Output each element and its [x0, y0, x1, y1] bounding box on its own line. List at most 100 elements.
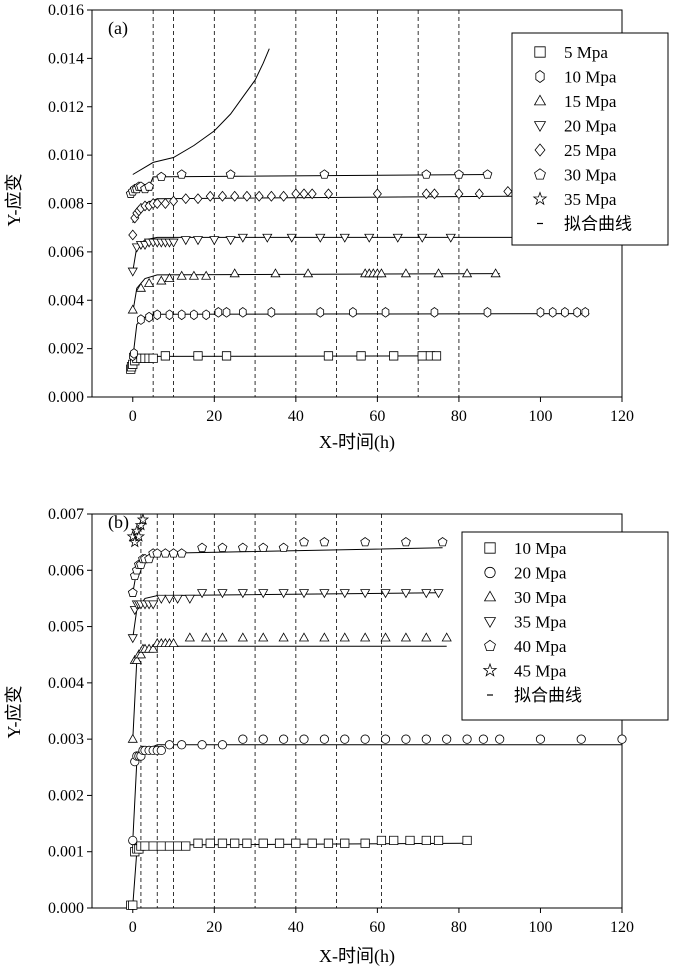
- panel-b-series-20-mpa-point: [380, 734, 391, 744]
- panel-a-series-20-mpa-point: [225, 236, 236, 246]
- panel-b-series-40-mpa-point: [401, 537, 411, 547]
- panel-a-series-15-mpa-point: [201, 270, 212, 280]
- panel-b-series-35-mpa-point: [433, 589, 444, 599]
- panel-a-series-10-mpa-point: [130, 348, 138, 359]
- panel-b-series-40-mpa-point: [237, 542, 248, 552]
- panel-b-series-20-mpa-point: [576, 734, 586, 744]
- panel-b-y-tick-label: 0.002: [48, 787, 84, 804]
- panel-b-series-10-mpa-point: [164, 841, 175, 851]
- panel-a-series-10-mpa-point: [202, 309, 210, 321]
- panel-b-series-35-mpa-point: [196, 589, 208, 599]
- panel-a-series-25-mpa-point: [193, 193, 203, 205]
- panel-b-series-30-mpa-point: [298, 632, 310, 642]
- panel-b-series-20-mpa-point: [535, 734, 546, 744]
- panel-a-series-10-mpa-point: [137, 314, 145, 325]
- panel-b-series-35-mpa-point: [278, 589, 289, 599]
- panel-a-series-10-mpa-point: [548, 307, 557, 318]
- panel-a-series-30-mpa-point: [454, 169, 464, 179]
- panel-a-series-25-mpa-point: [205, 190, 215, 202]
- panel-a-legend-label: 35 Mpa: [564, 190, 617, 209]
- panel-b-series-20-mpa-point: [177, 740, 187, 750]
- panel-b-series-20-mpa-point: [197, 740, 207, 750]
- panel-b-series-10-mpa-point: [291, 838, 301, 848]
- panel-b-series-30-mpa-point: [400, 632, 412, 642]
- panel-b-series-35-mpa-point: [360, 589, 371, 599]
- panel-b-series-40-mpa-point: [127, 587, 138, 597]
- panel-b-series-10-mpa-point: [173, 841, 183, 851]
- panel-a-legend-label: 25 Mpa: [564, 141, 617, 160]
- panel-b-series-30-mpa-point: [421, 632, 432, 642]
- panel-a-series-15-mpa-point: [490, 268, 501, 278]
- panel-a-legend-label: 5 Mpa: [564, 43, 608, 62]
- panel-b-x-tick-label: 20: [206, 919, 222, 936]
- panel-a-series-30-mpa-point: [482, 169, 493, 179]
- panel-a-legend-marker-20-mpa: [533, 121, 547, 133]
- panel-a-series-15-mpa-point: [176, 270, 187, 280]
- panel-b-y-tick-label: 0.006: [48, 562, 84, 579]
- panel-a-legend-label: 20 Mpa: [564, 117, 617, 136]
- panel-a-series-30-mpa-point: [319, 169, 330, 179]
- panel-b-series-20-mpa-fit-line: [132, 744, 622, 841]
- panel-a-series-5-mpa-point: [417, 351, 427, 361]
- panel-b-series-40-mpa-point: [319, 537, 330, 547]
- panel-b-series-20-mpa-point: [128, 835, 138, 846]
- panel-b-series-30-mpa-point: [131, 654, 142, 664]
- panel-b-series-20-mpa-point: [478, 734, 488, 744]
- panel-a-series-25-mpa-point: [128, 229, 138, 241]
- panel-b-series-35-mpa-point: [258, 589, 269, 599]
- panel-b-y-tick-label: 0.000: [48, 900, 84, 917]
- panel-a-series-10-mpa-point: [561, 307, 569, 318]
- panel-a-y-tick-label: 0.002: [48, 341, 84, 358]
- panel-b-x-axis-label: X-时间(h): [319, 946, 395, 967]
- panel-b-y-tick-label: 0.003: [48, 731, 84, 748]
- panel-a-series-25-mpa-point: [503, 185, 513, 197]
- panel-b-series-40-mpa-point: [152, 548, 163, 558]
- panel-a-series-25-mpa-point: [454, 188, 464, 200]
- panel-b-legend-label: 35 Mpa: [514, 613, 567, 632]
- panel-a-series-10-mpa-point: [349, 307, 357, 318]
- panel-a-series-25-mpa-point: [429, 188, 439, 200]
- panel-a-series-15-mpa-fit-line: [132, 273, 500, 313]
- panel-b-series-30-mpa-point: [441, 632, 452, 642]
- panel-b-x-tick-label: 60: [369, 919, 385, 936]
- panel-a-legend-marker-10-mpa: [535, 70, 545, 83]
- panel-a-series-25-mpa-point: [474, 188, 484, 200]
- panel-b-series-10-mpa-point: [148, 841, 158, 851]
- panel-b-series-10-mpa-point: [323, 838, 334, 848]
- panel-a-series-20-mpa-point: [286, 233, 297, 243]
- panel-a-x-axis-label: X-时间(h): [319, 432, 395, 453]
- panel-a-series-10-mpa-point: [239, 307, 247, 318]
- panel-b-legend-label: 30 Mpa: [514, 588, 567, 607]
- panel-b-x-tick-label: 40: [288, 919, 304, 936]
- panel-b-series-35-mpa-point: [380, 589, 391, 599]
- panel-a-series-20-mpa-point: [262, 233, 273, 243]
- panel-b-series-10-mpa-point: [405, 835, 415, 846]
- panel-b-series-20-mpa-point: [299, 734, 309, 744]
- panel-b-series-10-mpa-point: [217, 838, 228, 848]
- panel-a-series-20-mpa-point: [209, 236, 220, 246]
- panel-b-series-45-mpa-point: [130, 524, 143, 537]
- panel-a-x-tick-label: 20: [206, 408, 222, 425]
- panel-a-series-25-mpa-point: [152, 198, 162, 209]
- panel-a-y-axis-label: Y-应变: [4, 174, 24, 227]
- panel-b-series-10-mpa-point: [462, 835, 472, 846]
- panel-a-series-30-mpa-point: [421, 169, 432, 179]
- panel-b-series-40-mpa-point: [360, 537, 371, 547]
- panel-b-series-20-mpa-point: [258, 734, 268, 744]
- panel-b-legend-marker-20-mpa: [484, 566, 496, 579]
- panel-b-series-30-mpa-point: [135, 649, 147, 659]
- panel-a-series-5-mpa-point: [356, 351, 366, 361]
- panel-a-series-15-mpa-point: [188, 270, 200, 280]
- panel-a-y-tick-label: 0.006: [48, 244, 84, 261]
- panel-a-series-20-mpa-point: [168, 238, 179, 248]
- panel-a-series-10-mpa-point: [145, 311, 153, 323]
- panel-b-series-45-mpa-point: [128, 535, 141, 548]
- panel-a-x-tick-label: 100: [528, 408, 552, 425]
- panel-a-series-15-mpa-point: [164, 273, 175, 283]
- panel-b-series-20-mpa-point: [279, 734, 289, 744]
- panel-b-series-30-mpa-point: [237, 632, 248, 642]
- panel-a-series-25-mpa-point: [323, 188, 333, 200]
- panel-a-chart: 0 20 40 60 80 100 120 0.000 0.002 0.004 0.006 0.008…: [4, 2, 669, 453]
- panel-b-series-35-mpa-fit-line: [132, 592, 439, 638]
